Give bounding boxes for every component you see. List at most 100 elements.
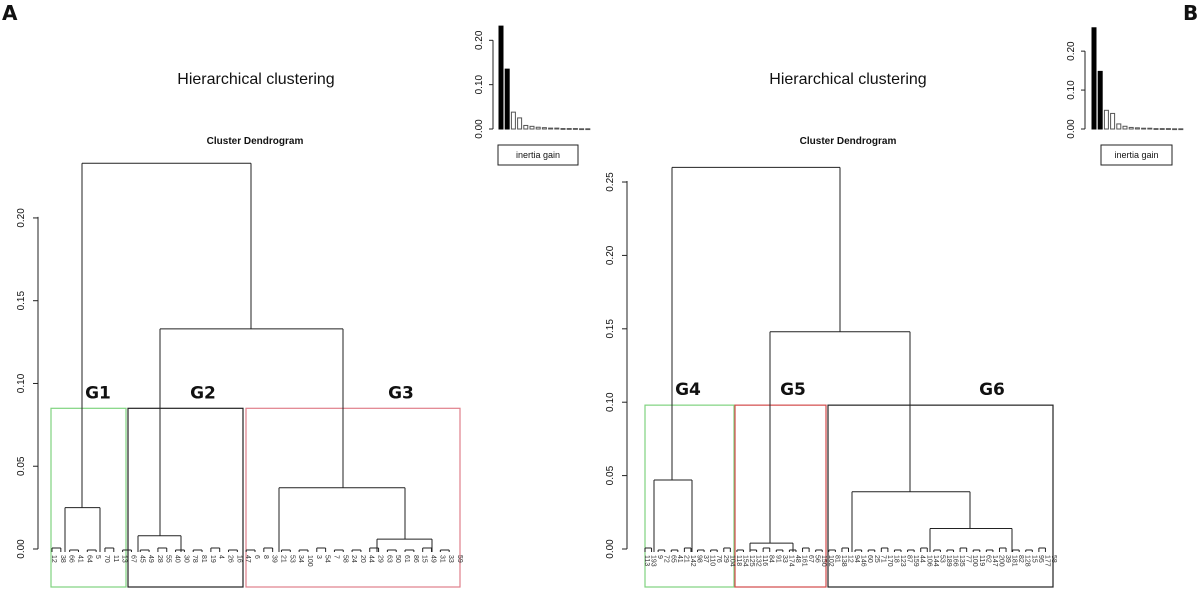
leaf-label: 174 — [787, 555, 794, 567]
leaf-label: 41 — [76, 555, 83, 563]
leaf-label: 40 — [174, 555, 181, 563]
leaf-label: 62 — [984, 555, 991, 563]
leaf-label: 193 — [650, 555, 657, 567]
leaf-label: 41 — [676, 555, 683, 563]
leaf-label: 116 — [761, 555, 768, 566]
panel-b-subtitle: Cluster Dendrogram — [800, 136, 897, 147]
leaf-label: 5 — [94, 555, 101, 559]
panel-a: A Hierarchical clustering Cluster Dendro… — [2, 1, 591, 588]
inertia-bar — [1128, 126, 1134, 130]
inertia-bar — [566, 128, 572, 130]
leaf-label: 119 — [978, 555, 985, 566]
leaf-label: 138 — [840, 555, 847, 567]
leaf-label: 106 — [925, 555, 932, 567]
inertia-bar — [517, 117, 523, 130]
cluster-box-g6 — [827, 404, 1054, 588]
leaf-label: 78 — [191, 555, 198, 563]
y-tick-label: 0.20 — [16, 208, 27, 228]
leaf-label: 200 — [997, 555, 1004, 567]
leaf-label: 45 — [138, 555, 145, 563]
leaf-label: 86 — [412, 555, 419, 563]
y-tick-label: 0.05 — [605, 465, 616, 485]
inertia-bar — [529, 125, 535, 130]
leaf-label: 66 — [68, 555, 75, 563]
inertia-bar — [1172, 128, 1178, 131]
panel-a-subtitle: Cluster Dendrogram — [207, 136, 304, 147]
leaf-label: 102 — [827, 555, 834, 567]
inset-y-tick-label: 0.20 — [1066, 41, 1077, 61]
cluster-label-g5: G5 — [780, 380, 806, 400]
leaf-label: 8 — [262, 555, 269, 559]
inertia-bar — [572, 128, 578, 130]
inertia-bar — [1159, 128, 1165, 130]
inertia-bar — [560, 128, 566, 130]
cluster-label-g4: G4 — [675, 380, 701, 400]
leaf-label: 49 — [430, 555, 437, 563]
leaf-label: 20 — [359, 555, 366, 563]
leaf-label: 113 — [643, 555, 650, 566]
inset-y-tick-label: 0.10 — [1066, 80, 1077, 100]
leaf-label: 31 — [438, 555, 445, 563]
leaf-label: 16 — [235, 555, 242, 563]
cluster-box-g2 — [127, 407, 244, 588]
leaf-label: 177 — [1043, 555, 1050, 567]
inertia-bar — [1165, 128, 1171, 130]
inertia-bar — [1178, 128, 1184, 131]
leaf-label: 123 — [899, 555, 906, 567]
inertia-bar — [1134, 127, 1140, 130]
leaf-label: 118 — [735, 555, 742, 566]
inset-legend-label: inertia gain — [516, 150, 560, 160]
leaf-label: 39 — [1004, 555, 1011, 563]
inertia-bar — [1103, 109, 1109, 130]
cluster-box-g5 — [734, 404, 827, 588]
y-tick-label: 0.05 — [16, 456, 27, 476]
cluster-box-g1 — [50, 407, 127, 588]
inset-legend-label: inertia gain — [1114, 150, 1158, 160]
leaf-label: 100 — [306, 555, 313, 567]
leaf-label: 21 — [279, 555, 286, 563]
leaf-label: 81 — [833, 555, 840, 563]
cluster-label-g6: G6 — [979, 380, 1005, 400]
leaf-label: 61 — [403, 555, 410, 563]
inertia-bar — [504, 68, 510, 130]
leaf-label: 94 — [853, 555, 860, 563]
inertia-bar — [510, 111, 516, 130]
inertia-bar — [498, 25, 504, 130]
leaf-label: 34 — [297, 555, 304, 563]
leaf-label: 60 — [866, 555, 873, 563]
leaf-label: 29 — [722, 555, 729, 563]
leaf-label: 64 — [85, 555, 92, 563]
leaf-label: 21 — [682, 555, 689, 563]
leaf-label: 100 — [971, 555, 978, 567]
y-tick-label: 0.25 — [605, 172, 616, 192]
leaf-label: 135 — [958, 555, 965, 567]
leaf-label: 91 — [774, 555, 781, 563]
leaf-label: 12 — [847, 555, 854, 563]
leaf-label: 98 — [696, 555, 703, 563]
y-tick-label: 0.20 — [605, 245, 616, 265]
y-tick-label: 0.15 — [605, 319, 616, 339]
leaf-label: 71 — [879, 555, 886, 563]
leaf-label: 25 — [873, 555, 880, 563]
leaf-label: 181 — [1011, 555, 1018, 567]
leaf-label: 161 — [801, 555, 808, 567]
leaf-label: 18 — [892, 555, 899, 563]
inertia-bar — [1147, 127, 1153, 130]
panel-a-title: Hierarchical clustering — [177, 71, 334, 88]
leaf-label: 144 — [932, 555, 939, 567]
inertia-bar — [1110, 112, 1116, 130]
leaf-label: 104 — [728, 555, 735, 567]
inset-y-tick-label: 0.20 — [474, 30, 485, 50]
leaf-label: 37 — [702, 555, 709, 563]
y-tick-label: 0.10 — [605, 392, 616, 412]
leaf-label: 3 — [315, 555, 322, 559]
leaf-label: 12 — [50, 555, 57, 563]
leaf-label: 58 — [341, 555, 348, 563]
cluster-box-g4 — [644, 404, 735, 588]
leaf-label: 44 — [919, 555, 926, 563]
leaf-label: 15 — [421, 555, 428, 563]
leaf-label: 50 — [394, 555, 401, 563]
leaf-label: 154 — [741, 555, 748, 567]
